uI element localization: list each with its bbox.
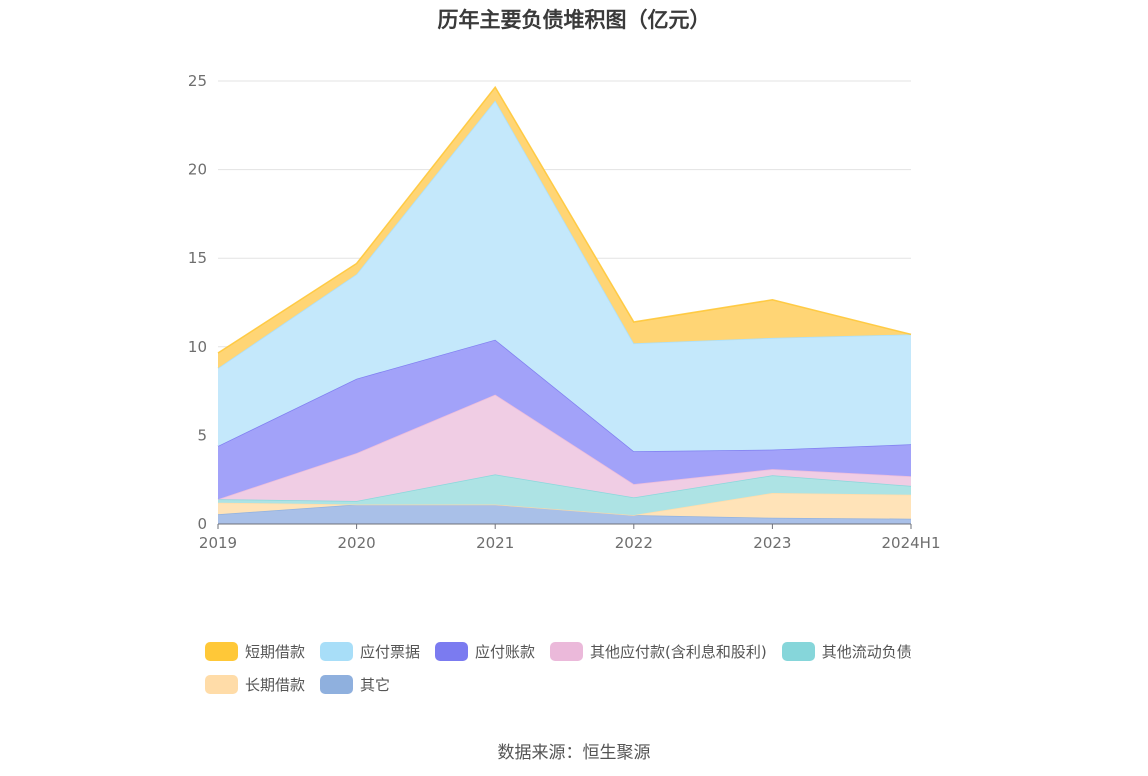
chart-title: 历年主要负债堆积图（亿元） <box>437 8 711 32</box>
legend: 短期借款 应付票据 应付账款 其他应付款(含利息和股利) 其他流动负债 长期借款… <box>205 640 965 706</box>
x-tick-label-4: 2023 <box>753 534 791 552</box>
legend-item-long-term-loans[interactable]: 长期借款 <box>205 674 305 695</box>
legend-swatch-long-term-loans <box>205 674 238 694</box>
legend-row-1: 短期借款 应付票据 应付账款 其他应付款(含利息和股利) 其他流动负债 <box>205 640 965 662</box>
y-tick-label-5: 25 <box>188 72 207 90</box>
legend-swatch-accounts-payable <box>435 641 469 661</box>
x-tick-label-3: 2022 <box>615 534 653 552</box>
legend-item-other-current-liabilities[interactable]: 其他流动负债 <box>781 641 912 662</box>
legend-item-other-payables[interactable]: 其他应付款(含利息和股利) <box>550 641 767 662</box>
x-tick-label-0: 2019 <box>199 534 237 552</box>
legend-swatch-other-current-liabilities <box>781 641 815 661</box>
stacked-area-chart: 0 5 10 15 20 25 2019 2020 2021 2022 2023 2024H1 <box>188 72 941 552</box>
legend-item-notes-payable[interactable]: 应付票据 <box>320 641 420 662</box>
area-series-5 <box>218 100 911 452</box>
legend-label-other-current-liabilities: 其他流动负债 <box>821 642 912 661</box>
legend-label-other-payables: 其他应付款(含利息和股利) <box>590 642 767 661</box>
x-tick-label-5: 2024H1 <box>882 534 941 552</box>
area-series-3 <box>218 394 911 501</box>
y-tick-label-4: 20 <box>188 161 207 179</box>
legend-row-2: 长期借款 其它 <box>205 673 965 695</box>
y-tick-label-0: 0 <box>197 515 207 533</box>
source-note: 数据来源：恒生聚源 <box>497 743 651 763</box>
y-tick-label-2: 10 <box>188 338 207 356</box>
legend-item-other[interactable]: 其它 <box>320 674 390 695</box>
x-tick-label-1: 2020 <box>338 534 376 552</box>
y-tick-label-1: 5 <box>197 426 207 444</box>
legend-swatch-notes-payable <box>320 641 354 661</box>
legend-swatch-short-term-loans <box>205 641 238 661</box>
area-series-4 <box>218 339 911 500</box>
area-series-0 <box>218 504 911 524</box>
legend-swatch-other <box>320 674 354 694</box>
area-series-1 <box>218 493 911 519</box>
legend-label-other: 其它 <box>360 675 391 694</box>
legend-label-accounts-payable: 应付账款 <box>475 642 536 661</box>
legend-label-notes-payable: 应付票据 <box>360 642 421 661</box>
area-series-2 <box>218 474 911 516</box>
legend-swatch-other-payables <box>550 641 584 661</box>
legend-item-accounts-payable[interactable]: 应付账款 <box>435 641 535 662</box>
x-tick-label-2: 2021 <box>476 534 514 552</box>
legend-item-short-term-loans[interactable]: 短期借款 <box>205 641 305 662</box>
y-tick-label-3: 15 <box>188 249 207 267</box>
legend-label-short-term-loans: 短期借款 <box>245 642 306 661</box>
line-series-6 <box>217 85 912 354</box>
legend-label-long-term-loans: 长期借款 <box>245 675 306 694</box>
